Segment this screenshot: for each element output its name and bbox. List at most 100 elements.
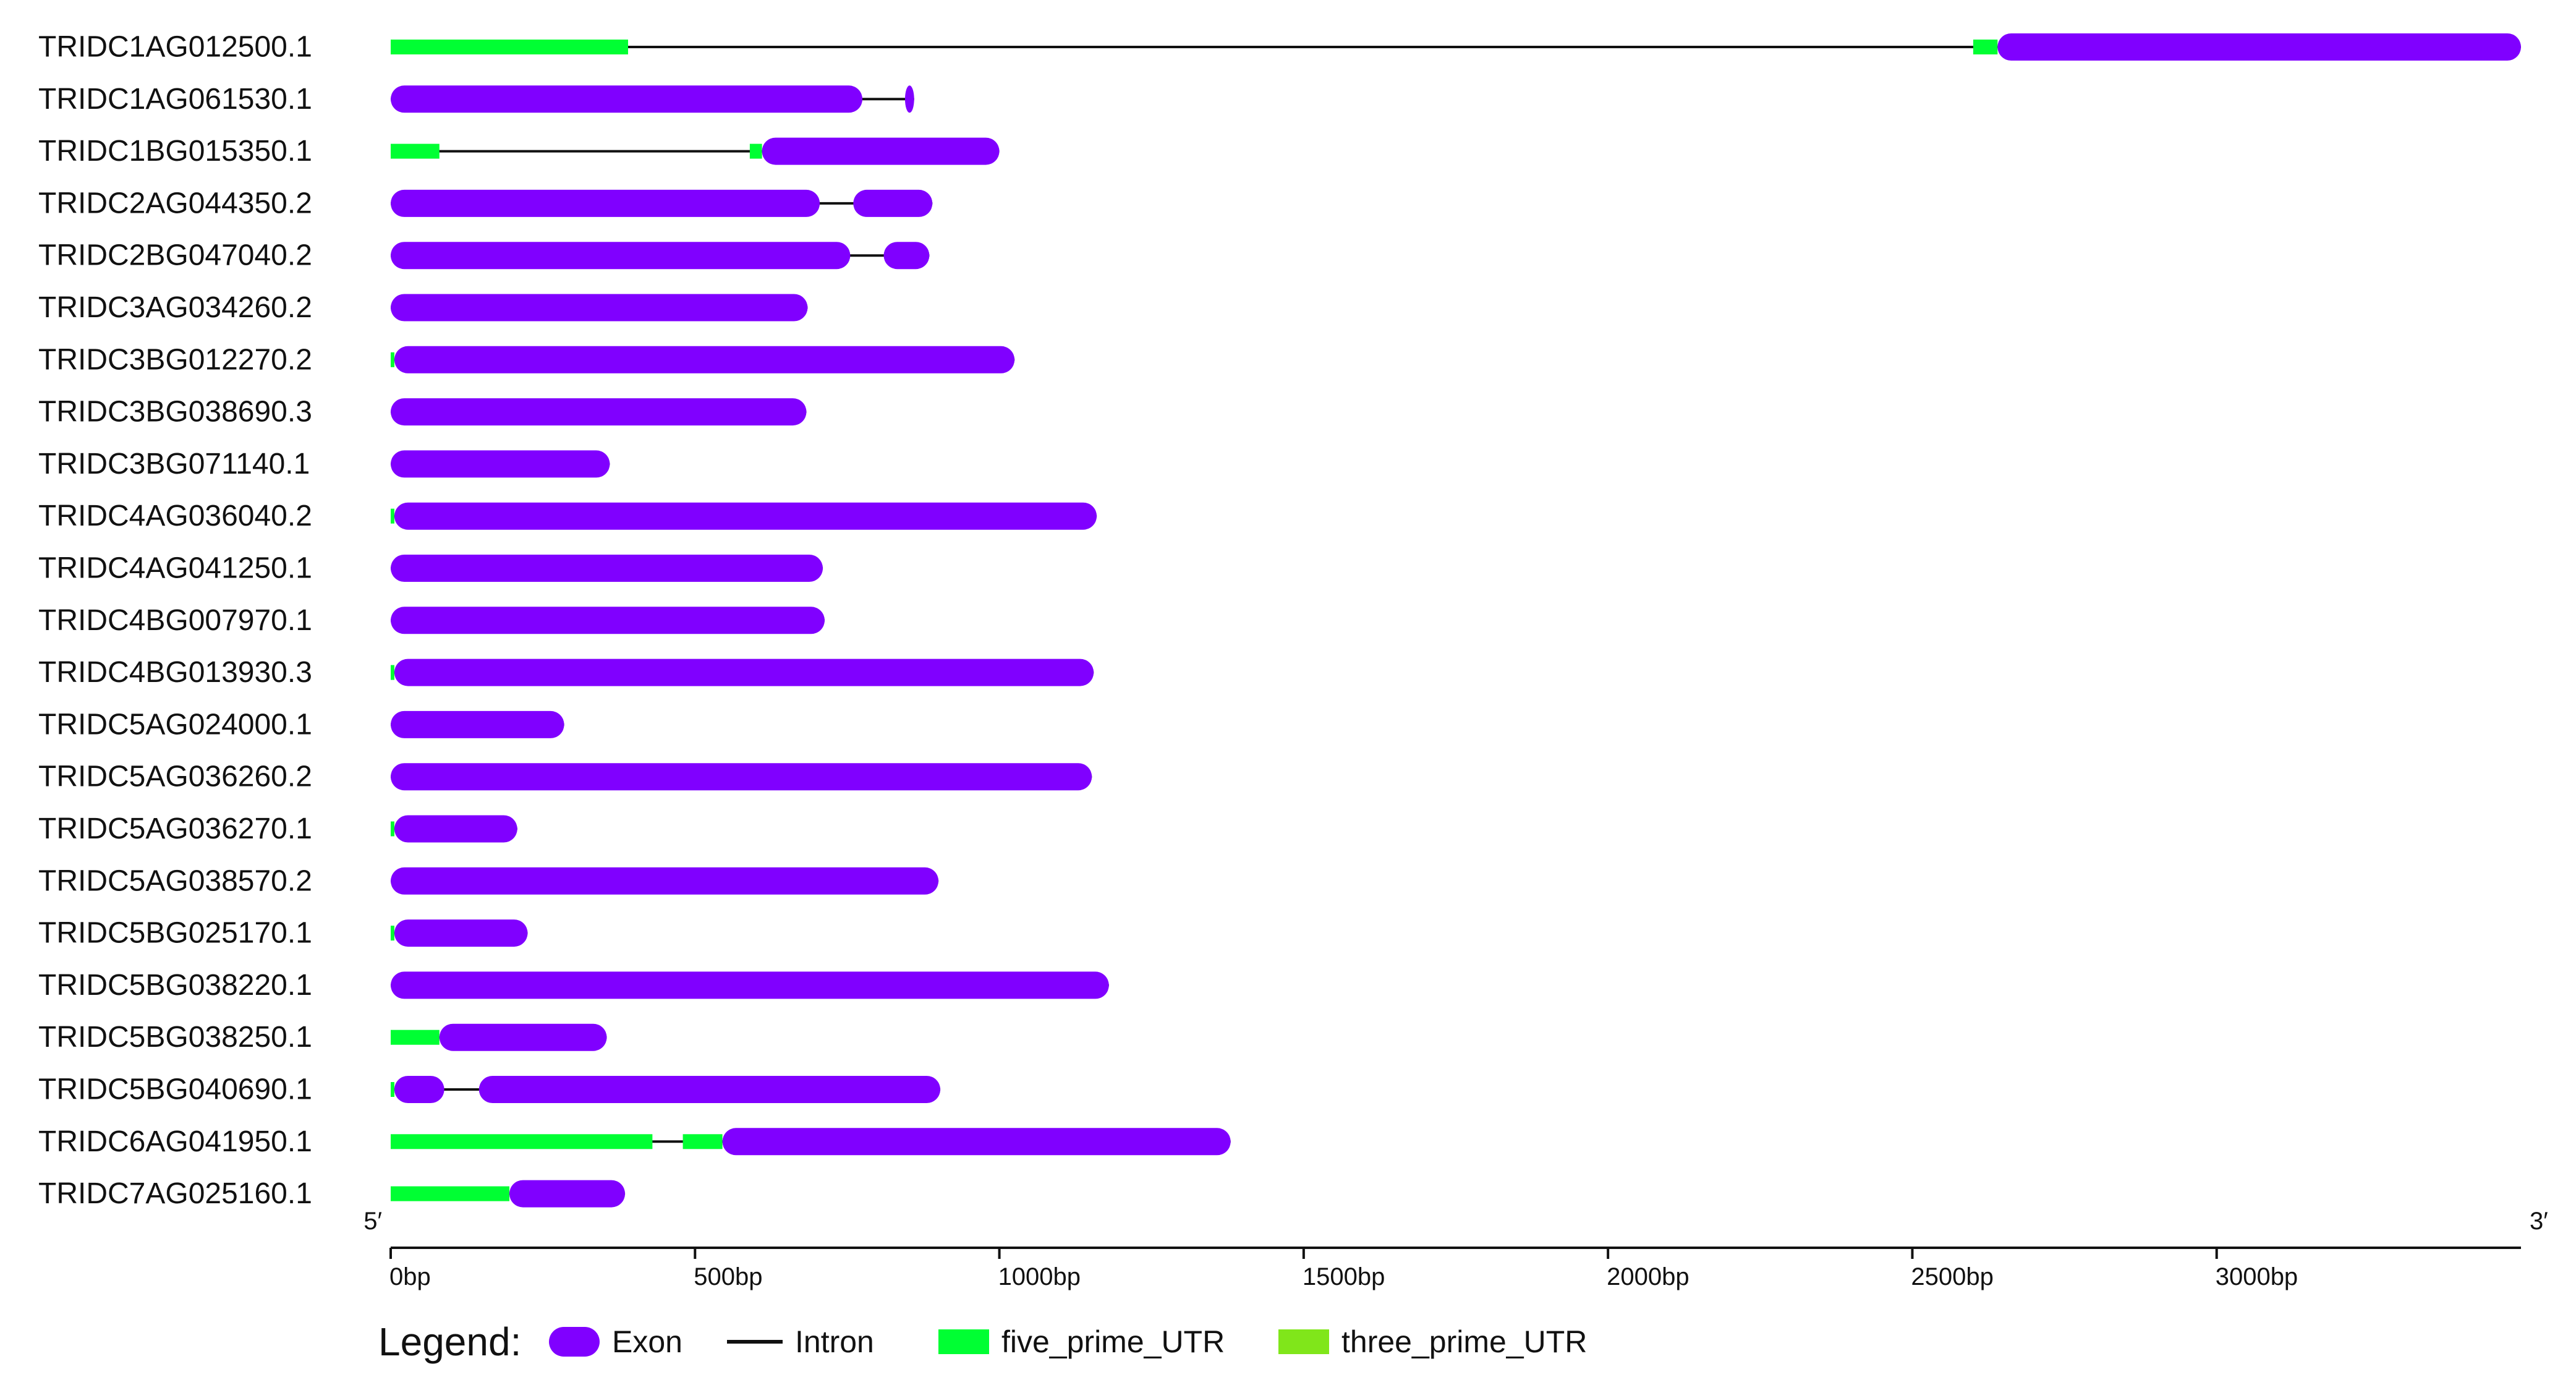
five-prime-utr-block: [391, 1186, 509, 1201]
exon-block: [391, 555, 823, 582]
five-prime-utr-block: [1973, 40, 1998, 54]
five-prime-utr-block: [391, 1082, 394, 1097]
gene-label: TRIDC2AG044350.2: [38, 187, 312, 220]
gene-row: TRIDC5BG038250.1: [38, 1021, 607, 1054]
axis-tick-label: 1500bp: [1303, 1263, 1385, 1290]
gene-label: TRIDC5BG038220.1: [38, 969, 312, 1002]
gene-row: TRIDC5BG038220.1: [38, 969, 1109, 1002]
gene-row: TRIDC7AG025160.1: [38, 1177, 626, 1210]
gene-row: TRIDC1AG061530.1: [38, 83, 914, 116]
gene-label: TRIDC2BG047040.2: [38, 239, 312, 272]
gene-row: TRIDC5AG036270.1: [38, 812, 517, 845]
gene-row: TRIDC5AG038570.2: [38, 864, 939, 897]
exon-block: [391, 85, 863, 113]
exon-block: [722, 1128, 1231, 1156]
axis-tick-label: 3000bp: [2216, 1263, 2298, 1290]
gene-row: TRIDC1AG012500.1: [38, 31, 2521, 64]
gene-label: TRIDC3BG012270.2: [38, 343, 312, 376]
gene-label: TRIDC4AG041250.1: [38, 552, 312, 585]
exon-block: [394, 502, 1097, 530]
exon-block: [391, 867, 939, 895]
five-prime-utr-block: [391, 926, 394, 941]
gene-row: TRIDC4AG041250.1: [38, 552, 823, 585]
gene-label: TRIDC5AG036260.2: [38, 761, 312, 793]
gene-label: TRIDC4BG007970.1: [38, 604, 312, 637]
exon-block: [762, 137, 1000, 165]
five-prime-utr-block: [391, 352, 394, 367]
legend-swatch-five-prime-utr: [938, 1329, 989, 1354]
axis-start-label: 5′: [363, 1208, 382, 1235]
exon-block: [394, 919, 528, 947]
gene-row: TRIDC4BG013930.3: [38, 656, 1094, 689]
five-prime-utr-block: [391, 665, 394, 680]
gene-row: TRIDC5BG025170.1: [38, 917, 528, 950]
gene-label: TRIDC5BG040690.1: [38, 1073, 312, 1106]
gene-row: TRIDC5AG024000.1: [38, 708, 564, 741]
legend-label: five_prime_UTR: [1001, 1324, 1225, 1359]
exon-block: [391, 710, 564, 738]
five-prime-utr-block: [391, 143, 440, 159]
axis-tick-label: 2500bp: [1911, 1263, 1993, 1290]
legend-label: Exon: [612, 1324, 682, 1359]
exon-block: [391, 242, 851, 270]
legend-label: three_prime_UTR: [1341, 1324, 1587, 1359]
legend-item: five_prime_UTR: [938, 1324, 1225, 1359]
exon-block: [904, 85, 914, 113]
five-prime-utr-block: [682, 1134, 723, 1149]
axis-tick-label: 1000bp: [998, 1263, 1081, 1290]
exon-block: [509, 1180, 626, 1208]
axis-tick-label: 500bp: [694, 1263, 762, 1290]
exon-block: [394, 659, 1094, 686]
exon-block: [391, 450, 610, 478]
exon-block: [391, 294, 808, 322]
gene-label: TRIDC5AG038570.2: [38, 864, 312, 897]
exon-block: [394, 815, 517, 843]
gene-row: TRIDC3BG038690.3: [38, 396, 807, 428]
gene-row: TRIDC1BG015350.1: [38, 135, 1000, 168]
legend-swatch-exon: [549, 1327, 600, 1357]
gene-row: TRIDC5BG040690.1: [38, 1073, 941, 1106]
gene-label: TRIDC4BG013930.3: [38, 656, 312, 689]
five-prime-utr-block: [391, 508, 394, 524]
exon-block: [394, 1076, 444, 1103]
gene-label: TRIDC5BG025170.1: [38, 917, 312, 950]
five-prime-utr-block: [749, 143, 762, 159]
exon-block: [478, 1076, 941, 1103]
exon-block: [1997, 33, 2521, 61]
gene-row: TRIDC3BG012270.2: [38, 343, 1015, 376]
exon-block: [391, 189, 820, 217]
gene-label: TRIDC1AG012500.1: [38, 31, 312, 64]
legend-title: Legend:: [378, 1319, 521, 1364]
gene-label: TRIDC5BG038250.1: [38, 1021, 312, 1054]
gene-row: TRIDC4BG007970.1: [38, 604, 825, 637]
axis-ticks: 0bp 500bp 1000bp 1500bp 2000bp 2500bp 3000bp: [389, 1248, 2298, 1290]
gene-row: TRIDC4AG036040.2: [38, 500, 1097, 532]
exon-block: [853, 189, 933, 217]
legend-swatch-three-prime-utr: [1278, 1329, 1329, 1354]
exon-block: [439, 1023, 607, 1051]
legend-item: Intron: [727, 1324, 874, 1359]
axis-tick-label: 0bp: [389, 1263, 431, 1290]
five-prime-utr-block: [391, 821, 394, 837]
legend-label: Intron: [795, 1324, 874, 1359]
gene-label: TRIDC4AG036040.2: [38, 500, 312, 532]
gene-label: TRIDC7AG025160.1: [38, 1177, 312, 1210]
exon-block: [391, 763, 1092, 791]
gene-label: TRIDC6AG041950.1: [38, 1125, 312, 1158]
genes-layer: TRIDC1AG012500.1 TRIDC1AG061530.1 TRIDC1BG…: [38, 31, 2521, 1210]
gene-label: TRIDC3AG034260.2: [38, 291, 312, 324]
five-prime-utr-block: [391, 40, 628, 54]
gene-row: TRIDC6AG041950.1: [38, 1125, 1231, 1158]
legend: Legend: Exon Intron five_prime_UTR three_pr…: [378, 1319, 1587, 1364]
gene-row: TRIDC3AG034260.2: [38, 291, 808, 324]
legend-items: Exon Intron five_prime_UTR three_prime_UTR: [549, 1324, 1587, 1359]
gene-label: TRIDC5AG036270.1: [38, 812, 312, 845]
gene-row: TRIDC3BG071140.1: [38, 448, 610, 480]
exon-block: [394, 346, 1015, 373]
exon-block: [391, 607, 825, 634]
gene-label: TRIDC3BG071140.1: [38, 448, 310, 480]
legend-item: Exon: [549, 1324, 682, 1359]
exon-block: [391, 971, 1109, 999]
